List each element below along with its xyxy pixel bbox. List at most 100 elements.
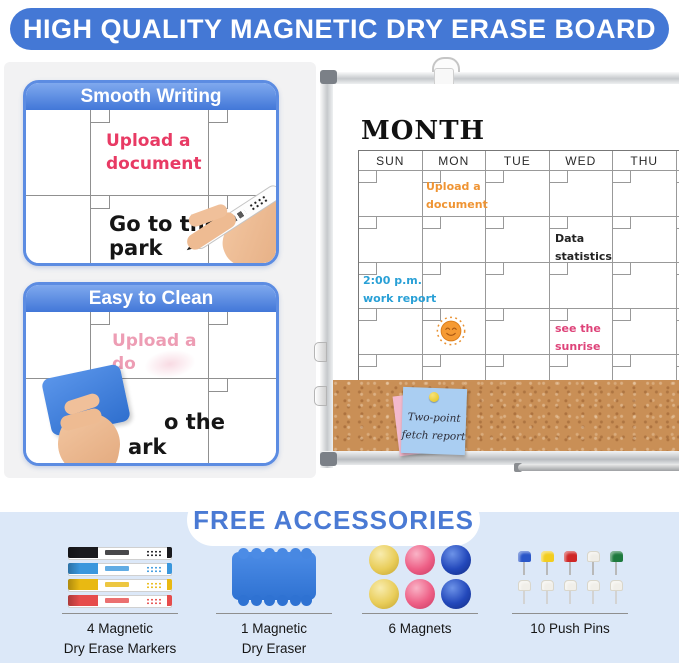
calendar-cell — [676, 263, 679, 309]
frame-corner-cap — [320, 452, 337, 466]
pushpin-yellow — [540, 550, 554, 575]
pin-row-colored — [517, 550, 623, 575]
marker-dots — [146, 581, 162, 589]
calendar-entry-see-sunrise: see the sunrise — [555, 322, 601, 354]
calendar-cell — [486, 217, 550, 263]
divider — [362, 613, 478, 614]
markers-image — [68, 546, 172, 608]
calendar-whiteboard: MONTH SUN MON TUE WED THU — [314, 56, 679, 474]
pushpin-red — [563, 550, 577, 575]
sun-doodle-icon — [436, 316, 466, 346]
calendar-entry-upload-document: Upload a document — [426, 180, 488, 212]
month-title: MONTH — [361, 116, 486, 146]
magnet-grid — [369, 545, 471, 609]
marker-dots — [146, 597, 162, 605]
pins-rows — [517, 550, 623, 604]
accessory-magnets: 6 Magnets — [352, 545, 488, 639]
eraser-scallop — [238, 548, 249, 559]
magnet-pink — [405, 545, 435, 575]
accessory-markers: 4 Magnetic Dry Erase Markers — [36, 546, 204, 658]
magnet-yellow — [369, 545, 399, 575]
grid-line — [208, 110, 209, 263]
eraser-image — [232, 546, 316, 608]
calendar-cell — [486, 263, 550, 309]
hand-holding-marker-illustration — [126, 181, 276, 263]
banner-title: HIGH QUALITY MAGNETIC DRY ERASE BOARD — [22, 13, 657, 44]
pushpin-icon — [429, 392, 439, 402]
calendar-cell — [613, 263, 677, 309]
panel-smooth-writing-board: Upload a document Go to the park — [26, 110, 276, 263]
panel-easy-to-clean-header: Easy to Clean — [26, 285, 276, 312]
grid-line — [26, 195, 276, 196]
handwritten-pink-text: Upload a document — [106, 131, 202, 174]
marker-tail — [167, 594, 172, 606]
marker-blue — [68, 562, 172, 576]
pin-row-clear — [517, 579, 623, 604]
magnet-yellow — [369, 579, 399, 609]
day-header-thu: THU — [613, 151, 677, 171]
eraser-body — [232, 552, 316, 600]
calendar-grid: SUN MON TUE WED THU — [358, 150, 679, 402]
pushpin-clear — [540, 579, 554, 604]
panel-smooth-writing-title: Smooth Writing — [80, 85, 222, 107]
accessory-pushpins: 10 Push Pins — [500, 546, 640, 639]
marker-tail — [167, 546, 172, 558]
partial-black-text: ark — [128, 435, 167, 459]
panel-easy-to-clean-title: Easy to Clean — [88, 287, 214, 309]
marker-dots — [146, 549, 162, 557]
accessories-title: FREE ACCESSORIES — [193, 504, 474, 535]
pushpin-clear — [609, 579, 623, 604]
cell-notch — [208, 312, 228, 325]
pushpin-clear — [563, 579, 577, 604]
marker-cap — [68, 546, 98, 558]
calendar-cell — [676, 309, 679, 355]
calendar-entry-work-report: 2:00 p.m. work report — [363, 274, 437, 306]
marker-tail — [167, 578, 172, 590]
day-header-sun: SUN — [359, 151, 423, 171]
calendar-cell — [549, 217, 613, 263]
pushpin-clear — [517, 579, 531, 604]
day-header-tue: TUE — [486, 151, 550, 171]
accessory-eraser: 1 Magnetic Dry Eraser — [204, 546, 344, 658]
marker-dots — [146, 565, 162, 573]
pushpin-white — [586, 550, 600, 575]
marker-red — [68, 594, 172, 608]
marker-cap — [68, 562, 98, 574]
frame-rail-top — [320, 72, 679, 84]
calendar-cell — [613, 217, 677, 263]
side-clip — [314, 386, 327, 406]
cell-notch — [208, 379, 228, 392]
calendar-cell — [359, 171, 423, 217]
frame-corner-cap — [320, 70, 337, 84]
markers-label: 4 Magnetic Dry Erase Markers — [63, 621, 177, 656]
calendar-cell — [676, 171, 679, 217]
day-header-wed: WED — [549, 151, 613, 171]
marker-tray — [518, 464, 679, 471]
side-clip — [314, 342, 327, 362]
pushpin-clear — [586, 579, 600, 604]
calendar-cell — [549, 171, 613, 217]
calendar-cell — [359, 309, 423, 355]
calendar-cell — [613, 171, 677, 217]
magnet-blue — [441, 579, 471, 609]
calendar-cell — [422, 171, 486, 217]
pushpin-blue — [517, 550, 531, 575]
marker-black — [68, 546, 172, 560]
marker-print — [105, 549, 129, 555]
panel-easy-to-clean-board: Upload a do o the ark — [26, 312, 276, 463]
cell-notch — [90, 312, 110, 325]
calendar-cell — [422, 309, 486, 355]
divider — [512, 613, 628, 614]
marker-print — [105, 565, 129, 571]
magnet-pink — [405, 579, 435, 609]
magnet-blue — [441, 545, 471, 575]
calendar-cell — [676, 217, 679, 263]
cell-notch — [90, 110, 110, 123]
magnets-image — [369, 545, 471, 609]
calendar-cell — [422, 263, 486, 309]
eraser-scallop — [238, 595, 249, 606]
calendar-entry-data-statistics: Data statistics — [555, 232, 612, 264]
calendar-cell — [549, 309, 613, 355]
frame-rail-left — [320, 72, 333, 468]
